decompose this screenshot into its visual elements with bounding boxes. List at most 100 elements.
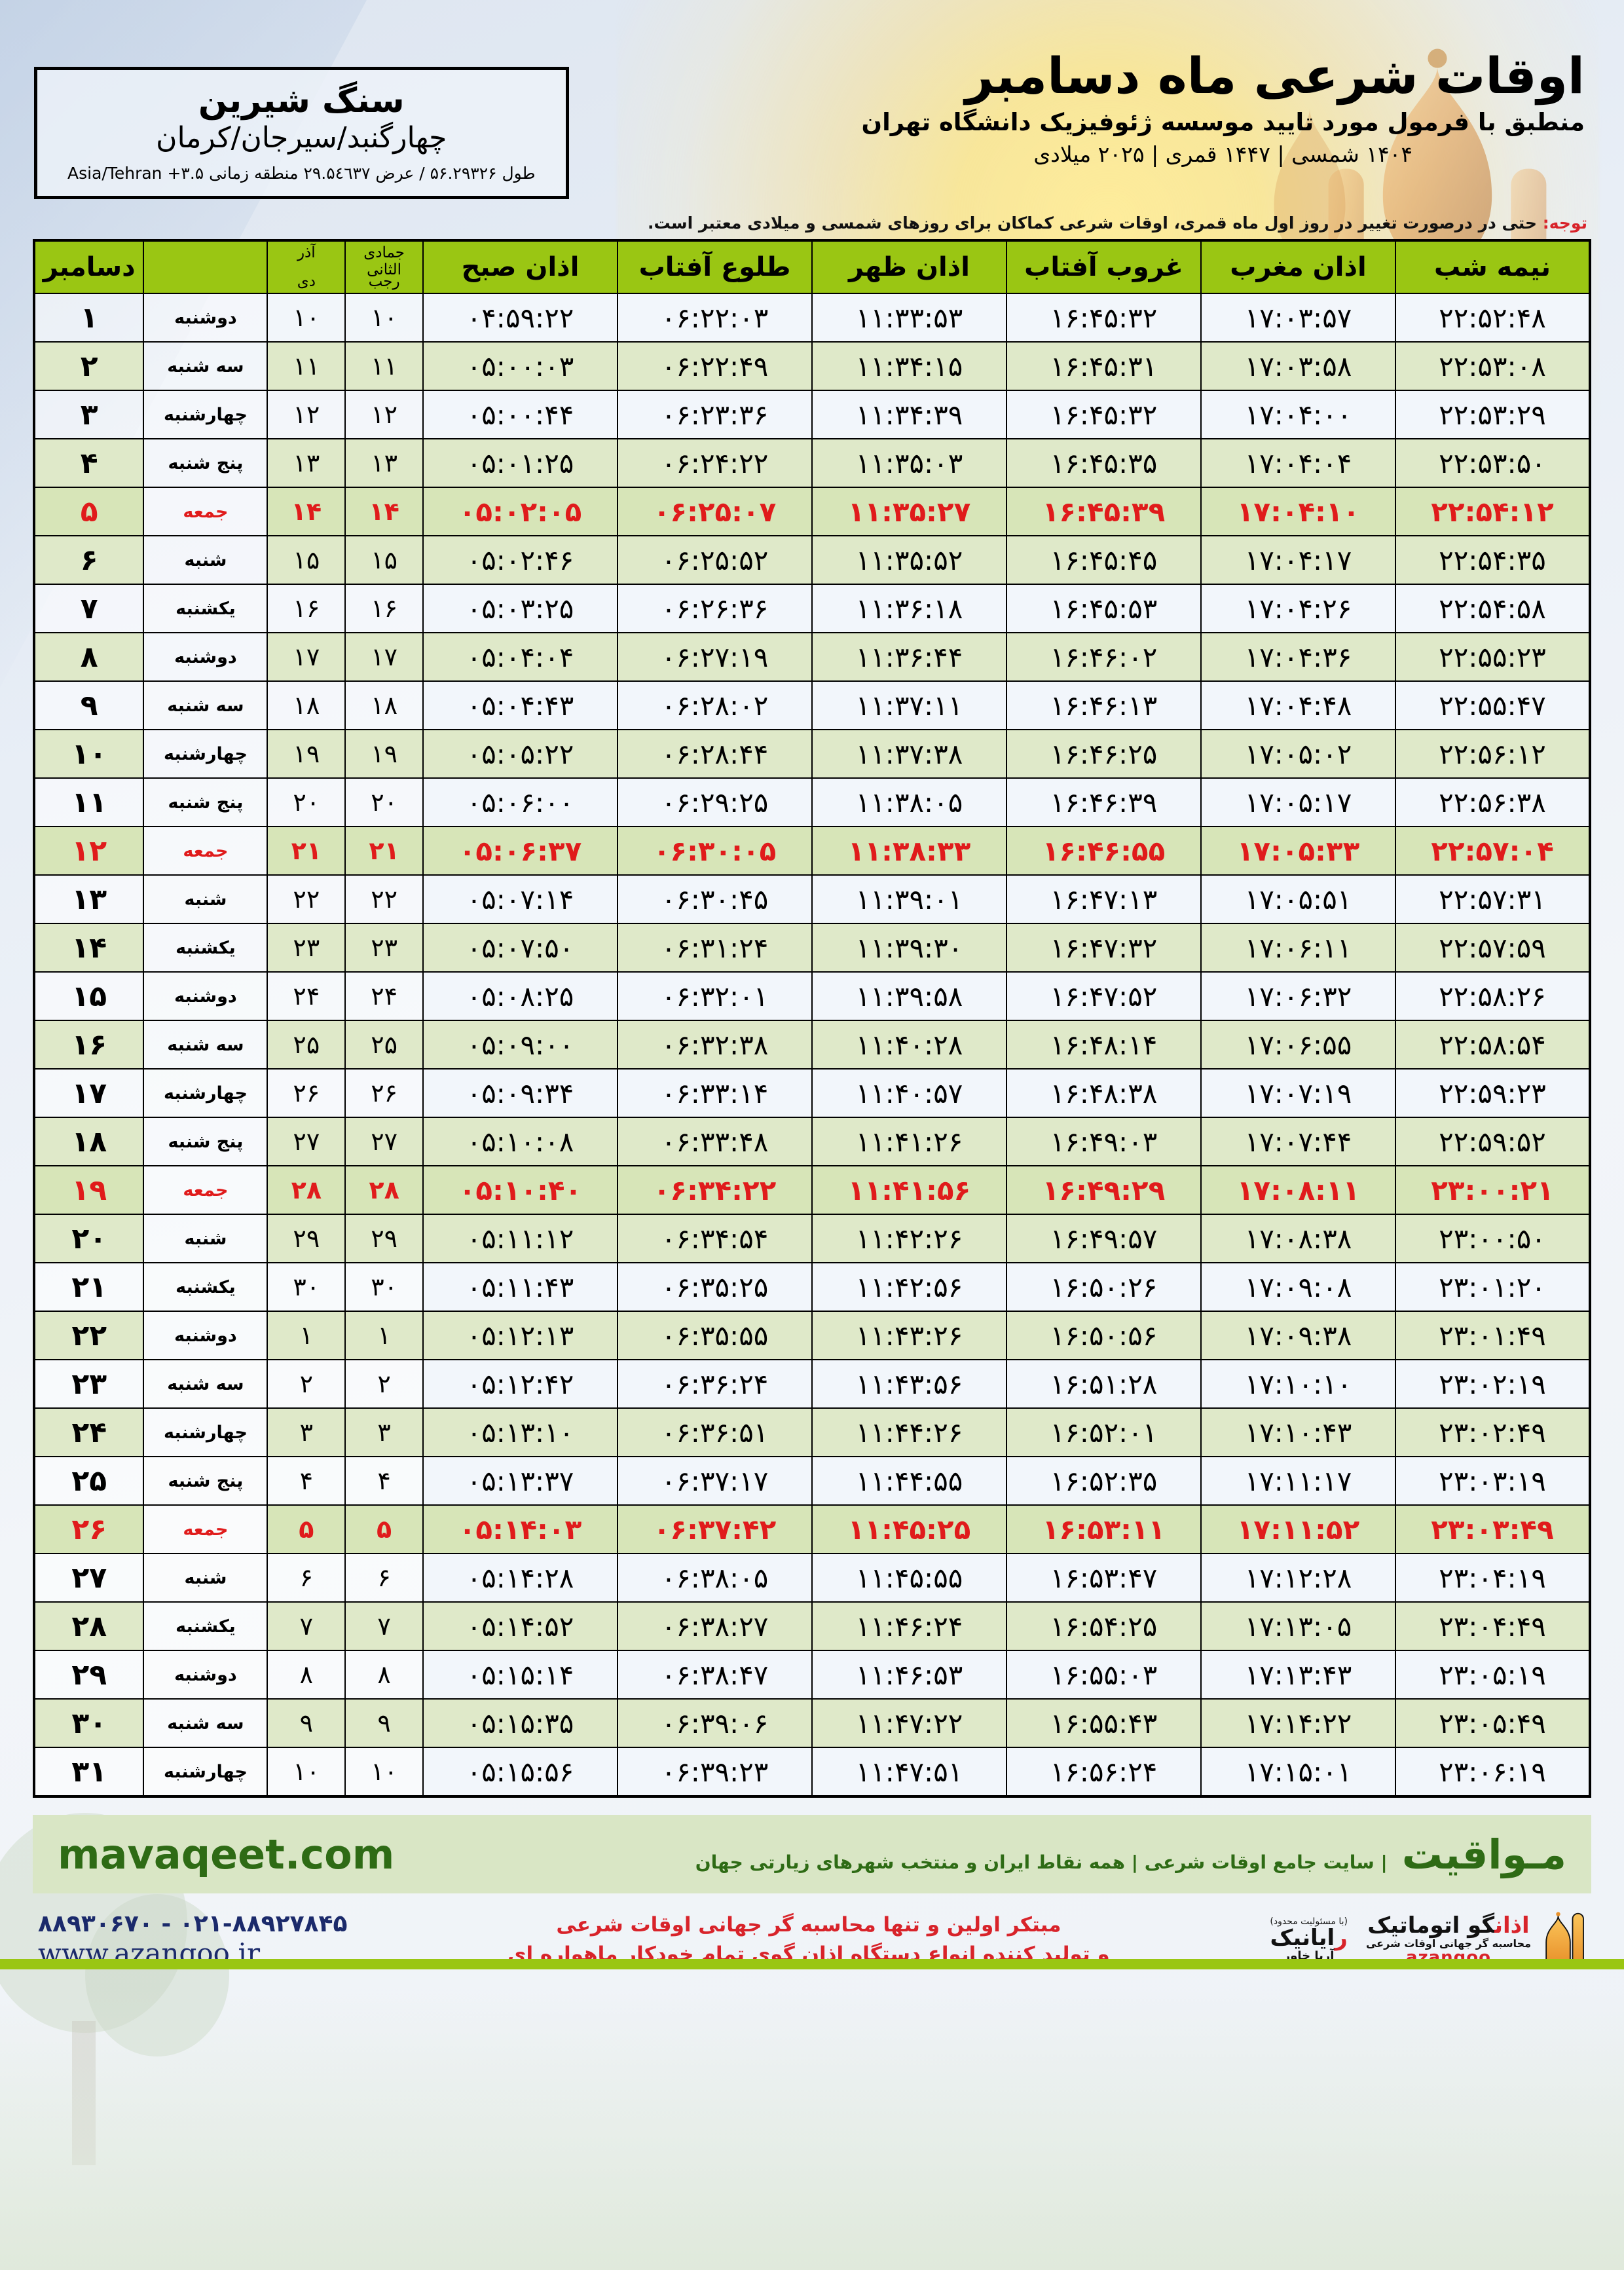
cell-dhuhr: ۱۱:۳۸:۳۳ [811,826,1007,876]
cell-weekday: شنبه [143,874,268,925]
cell-sunrise: ۰۶:۳۶:۲۴ [617,1359,813,1409]
cell-hijri-day: ۲۱ [344,826,424,876]
cell-sunset: ۱۶:۴۸:۱۴ [1006,1020,1202,1070]
cell-hijri-day: ۲۷ [344,1117,424,1167]
cell-shamsi-day: ۱ [267,1311,346,1361]
cell-dhuhr: ۱۱:۴۲:۵۶ [811,1262,1007,1312]
cell-hijri-day: ۶ [344,1553,424,1603]
cell-hijri-day: ۲۲ [344,874,424,925]
cell-maghrib: ۱۷:۱۱:۱۷ [1200,1456,1396,1506]
cell-weekday: شنبه [143,535,268,586]
cell-hijri-day: ۵ [344,1504,424,1555]
cell-sunset: ۱۶:۵۵:۰۳ [1006,1650,1202,1700]
table-row: ۲۲:۵۸:۲۶ ۱۷:۰۶:۳۲ ۱۶:۴۷:۵۲ ۱۱:۳۹:۵۸ ۰۶:۳۲:۰۱… [33,971,1591,1022]
cell-hijri-day: ۲ [344,1359,424,1409]
cell-sunrise: ۰۶:۳۷:۱۷ [617,1456,813,1506]
cell-weekday: دوشنبه [143,632,268,682]
cell-maghrib: ۱۷:۰۴:۴۸ [1200,680,1396,731]
cell-weekday: پنج شنبه [143,777,268,828]
cell-sunset: ۱۶:۴۵:۳۵ [1006,438,1202,489]
cell-midnight: ۲۳:۰۵:۴۹ [1395,1698,1591,1749]
brand-bar: مـواقیت | سایت جامع اوقات شرعی | همه نقا… [33,1815,1591,1894]
table-row: ۲۲:۵۵:۲۳ ۱۷:۰۴:۳۶ ۱۶:۴۶:۰۲ ۱۱:۳۶:۴۴ ۰۶:۲۷:۱۹… [33,632,1591,682]
cell-gregorian-day: ۱۰ [33,729,145,779]
cell-fajr: ۰۵:۰۴:۰۴ [422,632,618,682]
cell-gregorian-day: ۲ [33,341,145,392]
cell-maghrib: ۱۷:۰۴:۳۶ [1200,632,1396,682]
cell-midnight: ۲۳:۰۰:۲۱ [1395,1165,1591,1216]
cell-shamsi-day: ۲۳ [267,923,346,973]
contact-phone[interactable]: ۰۲۱-۸۸۹۲۷۸۴۵ - ۸۸۹۳۰۶۷۰ [38,1910,348,1938]
cell-shamsi-day: ۲۷ [267,1117,346,1167]
cell-gregorian-day: ۱۲ [33,826,145,876]
cell-maghrib: ۱۷:۰۷:۴۴ [1200,1117,1396,1167]
table-row: ۲۲:۵۴:۳۵ ۱۷:۰۴:۱۷ ۱۶:۴۵:۴۵ ۱۱:۳۵:۵۲ ۰۶:۲۵:۵۲… [33,535,1591,586]
cell-maghrib: ۱۷:۰۴:۰۰ [1200,390,1396,440]
page-footer: اذانگو اتوماتیک محاسبه گر جهانی اوقات شر… [0,1893,1624,1969]
table-row: ۲۲:۵۴:۱۲ ۱۷:۰۴:۱۰ ۱۶:۴۵:۳۹ ۱۱:۳۵:۲۷ ۰۶:۲۵:۰۷… [33,487,1591,537]
table-row: ۲۲:۵۷:۳۱ ۱۷:۰۵:۵۱ ۱۶:۴۷:۱۳ ۱۱:۳۹:۰۱ ۰۶:۳۰:۴۵… [33,874,1591,925]
cell-sunrise: ۰۶:۳۴:۲۲ [617,1165,813,1216]
rayanik-name: رایانیک [1270,1925,1348,1952]
brand-url[interactable]: mavaqeet.com [58,1830,395,1878]
cell-dhuhr: ۱۱:۳۸:۰۵ [811,777,1007,828]
cell-sunrise: ۰۶:۳۹:۲۳ [617,1747,813,1798]
cell-midnight: ۲۳:۰۱:۲۰ [1395,1262,1591,1312]
cell-fajr: ۰۵:۱۳:۳۷ [422,1456,618,1506]
cell-maghrib: ۱۷:۰۸:۱۱ [1200,1165,1396,1216]
cell-midnight: ۲۲:۵۴:۳۵ [1395,535,1591,586]
cell-gregorian-day: ۳ [33,390,145,440]
rayanik-name-red: ر [1335,1925,1348,1952]
cell-sunset: ۱۶:۴۷:۵۲ [1006,971,1202,1022]
location-coordinates: طول ۵۶.۲۹۳۲۶ / عرض ۲۹.۵٤٦۳۷ منطقه زمانی … [67,164,536,183]
cell-weekday: چهارشنبه [143,1068,268,1119]
cell-shamsi-day: ۱۱ [267,341,346,392]
header-sunset: غروب آفتاب [1006,240,1202,295]
cell-shamsi-day: ۱۷ [267,632,346,682]
cell-hijri-day: ۲۸ [344,1165,424,1216]
cell-sunset: ۱۶:۴۵:۳۱ [1006,341,1202,392]
cell-fajr: ۰۵:۰۸:۲۵ [422,971,618,1022]
cell-maghrib: ۱۷:۰۵:۵۱ [1200,874,1396,925]
cell-shamsi-day: ۸ [267,1650,346,1700]
cell-midnight: ۲۲:۵۲:۴۸ [1395,293,1591,343]
cell-dhuhr: ۱۱:۳۵:۲۷ [811,487,1007,537]
table-row: ۲۳:۰۲:۴۹ ۱۷:۱۰:۴۳ ۱۶:۵۲:۰۱ ۱۱:۴۴:۲۶ ۰۶:۳۶:۵۱… [33,1407,1591,1458]
cell-weekday: یکشنبه [143,1262,268,1312]
cell-sunrise: ۰۶:۲۷:۱۹ [617,632,813,682]
cell-dhuhr: ۱۱:۴۴:۲۶ [811,1407,1007,1458]
cell-dhuhr: ۱۱:۳۹:۵۸ [811,971,1007,1022]
cell-hijri-day: ۲۰ [344,777,424,828]
cell-dhuhr: ۱۱:۴۷:۵۱ [811,1747,1007,1798]
rayanik-name-rest: ایانیک [1270,1925,1336,1952]
table-row: ۲۲:۵۷:۰۴ ۱۷:۰۵:۳۳ ۱۶:۴۶:۵۵ ۱۱:۳۸:۳۳ ۰۶:۳۰:۰۵… [33,826,1591,876]
header-shamsi-bot: دی [297,273,316,291]
cell-midnight: ۲۲:۵۹:۵۲ [1395,1117,1591,1167]
header-weekday [143,240,268,295]
cell-maghrib: ۱۷:۰۵:۱۷ [1200,777,1396,828]
cell-dhuhr: ۱۱:۴۳:۵۶ [811,1359,1007,1409]
cell-weekday: سه شنبه [143,341,268,392]
header-hijri-top: جمادی الثانی [363,244,405,279]
cell-weekday: چهارشنبه [143,1407,268,1458]
cell-hijri-day: ۱ [344,1311,424,1361]
cell-sunset: ۱۶:۴۶:۰۲ [1006,632,1202,682]
cell-shamsi-day: ۳۰ [267,1262,346,1312]
cell-hijri-day: ۲۶ [344,1068,424,1119]
cell-dhuhr: ۱۱:۳۵:۰۳ [811,438,1007,489]
cell-sunset: ۱۶:۵۲:۰۱ [1006,1407,1202,1458]
cell-hijri-day: ۱۲ [344,390,424,440]
cell-maghrib: ۱۷:۰۳:۵۷ [1200,293,1396,343]
cell-hijri-day: ۲۹ [344,1214,424,1264]
title-block: اوقات شرعی ماه دسامبر منطبق با فرمول مور… [861,46,1590,167]
cell-weekday: سه شنبه [143,1698,268,1749]
cell-weekday: دوشنبه [143,971,268,1022]
note-label: توجه: [1542,214,1587,233]
cell-gregorian-day: ۲۶ [33,1504,145,1555]
cell-weekday: جمعه [143,826,268,876]
cell-sunrise: ۰۶:۲۸:۴۴ [617,729,813,779]
header-dhuhr: اذان ظهر [811,240,1007,295]
cell-maghrib: ۱۷:۰۸:۳۸ [1200,1214,1396,1264]
table-row: ۲۳:۰۵:۱۹ ۱۷:۱۳:۴۳ ۱۶:۵۵:۰۳ ۱۱:۴۶:۵۳ ۰۶:۳۸:۴۷… [33,1650,1591,1700]
cell-shamsi-day: ۲ [267,1359,346,1409]
